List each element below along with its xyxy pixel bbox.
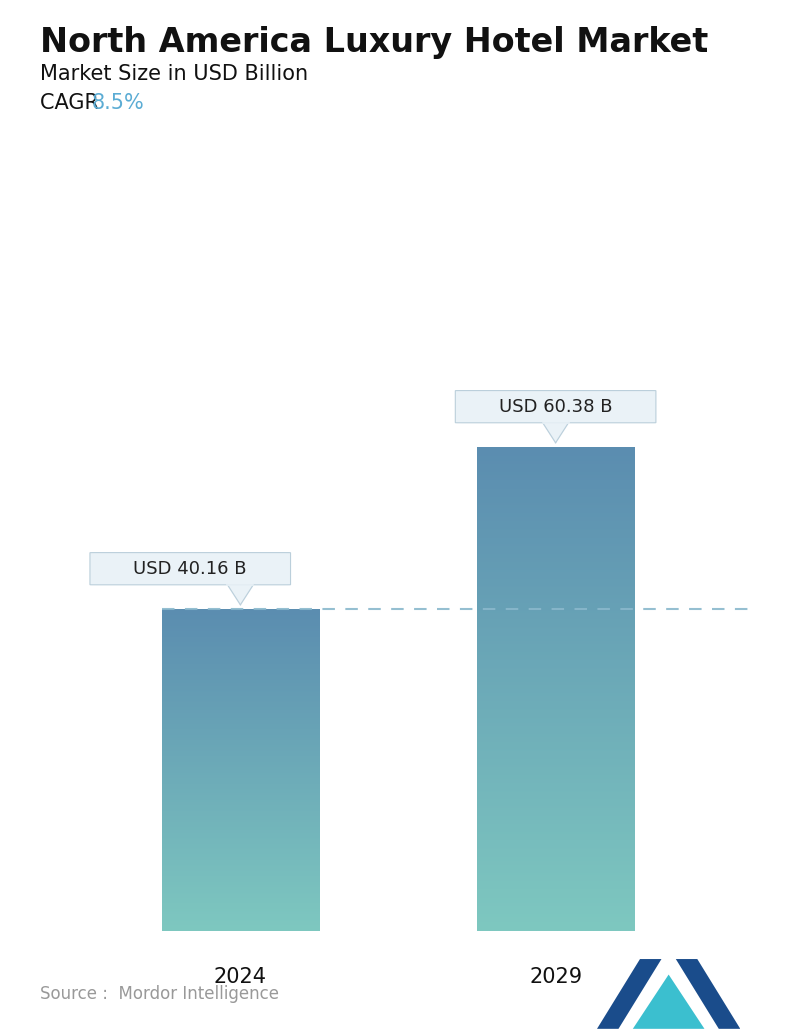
Text: Source :  Mordor Intelligence: Source : Mordor Intelligence (40, 985, 279, 1003)
Text: 2024: 2024 (214, 967, 267, 986)
Text: CAGR: CAGR (40, 93, 105, 113)
Polygon shape (676, 960, 740, 1029)
FancyBboxPatch shape (90, 552, 291, 585)
Polygon shape (543, 423, 568, 443)
Polygon shape (228, 585, 253, 605)
Text: USD 40.16 B: USD 40.16 B (134, 559, 247, 578)
Text: 2029: 2029 (529, 967, 582, 986)
Text: North America Luxury Hotel Market: North America Luxury Hotel Market (40, 26, 708, 59)
Polygon shape (633, 974, 704, 1029)
FancyBboxPatch shape (455, 391, 656, 423)
Text: 8.5%: 8.5% (92, 93, 144, 113)
Text: USD 60.38 B: USD 60.38 B (499, 398, 612, 416)
Text: Market Size in USD Billion: Market Size in USD Billion (40, 64, 308, 84)
Polygon shape (597, 960, 661, 1029)
